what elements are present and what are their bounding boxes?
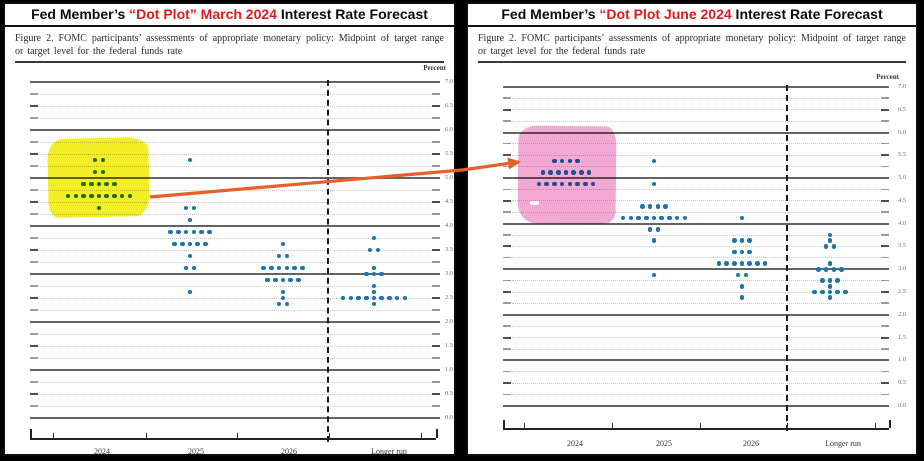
panel-title: Fed Member’s “Dot Plot June 2024 Interes…: [468, 4, 916, 27]
bottom-black-bar: [0, 456, 924, 461]
title-highlight: “Dot Plot June 2024: [599, 6, 732, 22]
panel-june: Fed Member’s “Dot Plot June 2024 Interes…: [466, 2, 918, 456]
title-suffix: Interest Rate Forecast: [276, 6, 428, 22]
caption-rule: [478, 61, 906, 63]
title-prefix: Fed Member’s: [31, 6, 130, 22]
title-highlight: “Dot Plot” March 2024: [129, 6, 277, 22]
yellow-highlight: [47, 136, 150, 219]
title-prefix: Fed Member’s: [501, 6, 600, 22]
highlight-smudge: [530, 201, 539, 205]
pink-highlight: [517, 125, 617, 225]
caption-rule: [15, 61, 444, 63]
title-suffix: Interest Rate Forecast: [731, 6, 883, 22]
panel-title: Fed Member’s “Dot Plot” March 2024 Inter…: [5, 4, 454, 27]
figure-caption: Figure 2. FOMC participants’ assessments…: [15, 33, 444, 57]
panel-march: Fed Member’s “Dot Plot” March 2024 Inter…: [3, 2, 456, 456]
figure-caption: Figure 2. FOMC participants’ assessments…: [478, 33, 906, 57]
